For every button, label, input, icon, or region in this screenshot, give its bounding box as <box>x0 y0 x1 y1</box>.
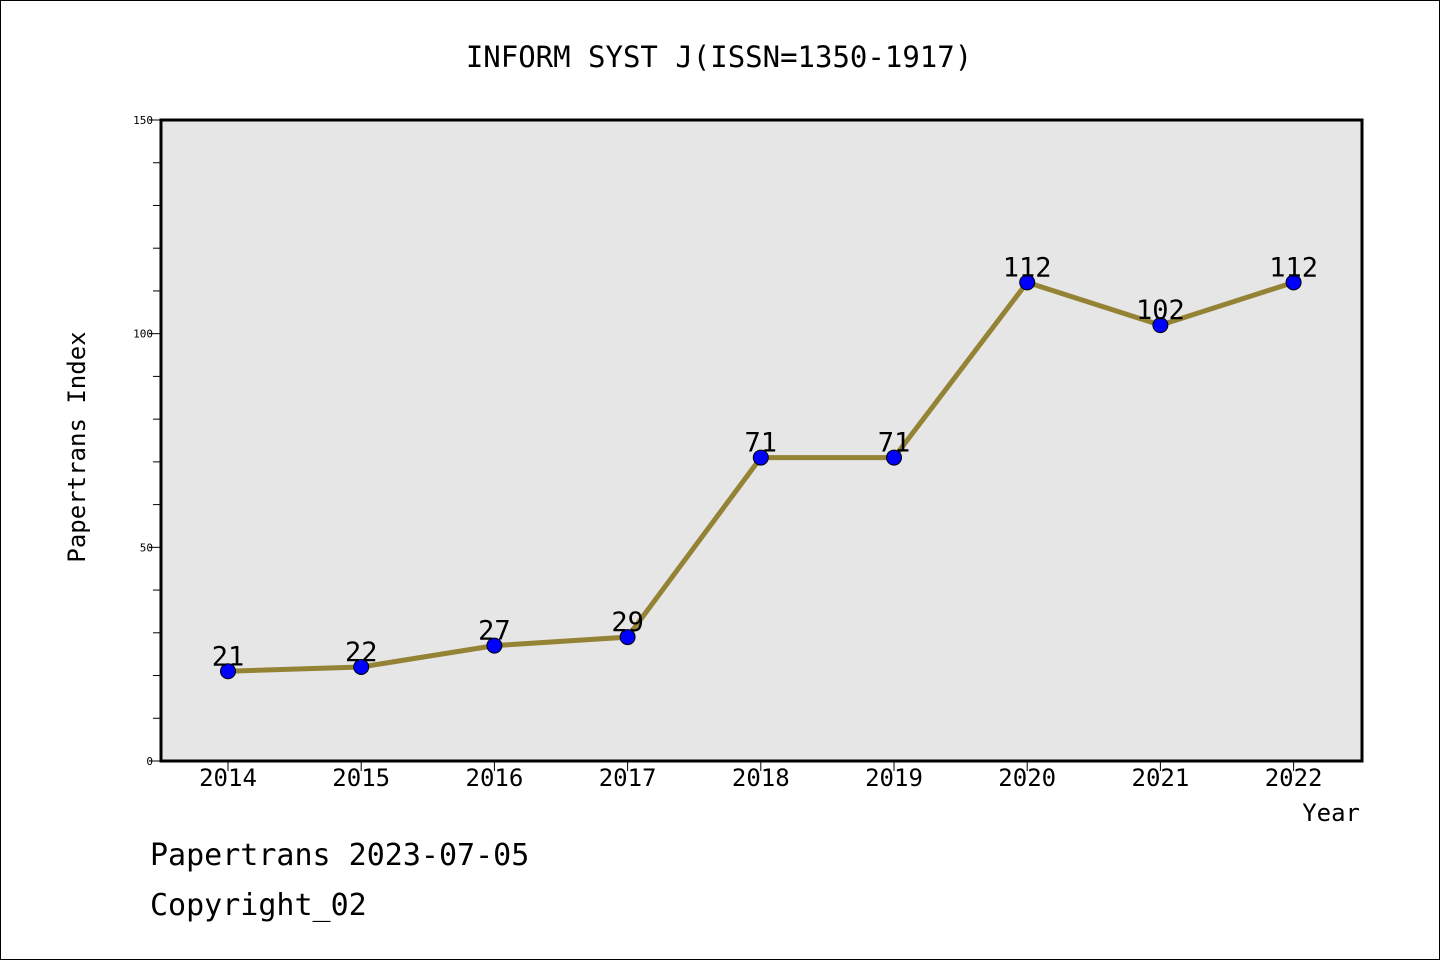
data-label: 27 <box>478 616 511 647</box>
data-point-marker <box>1152 317 1169 334</box>
footer-copyright: Copyright_02 <box>150 888 367 923</box>
series-group: 21 22 27 29 71 71 112 102 112 <box>212 252 1318 680</box>
y-axis-label: Papertrans Index <box>63 331 91 562</box>
y-tick-label: 0 <box>146 755 153 768</box>
data-label: 102 <box>1136 295 1185 326</box>
y-tick-label: 50 <box>140 541 153 554</box>
data-point-marker <box>1019 274 1036 291</box>
data-point-marker <box>619 629 636 646</box>
data-point-marker <box>1285 274 1302 291</box>
data-label: 112 <box>1003 252 1052 283</box>
data-label: 21 <box>212 641 245 672</box>
data-label: 112 <box>1269 252 1318 283</box>
footer-date: Papertrans 2023-07-05 <box>150 838 529 873</box>
data-point-marker <box>886 449 902 466</box>
x-axis-ticks: 2014 2015 2016 2017 2018 2019 2020 2021 2022 <box>199 761 1322 792</box>
x-tick-label: 2015 <box>332 764 390 792</box>
x-tick-label: 2018 <box>732 764 790 792</box>
x-tick-label: 2022 <box>1265 764 1323 792</box>
x-tick-label: 2019 <box>865 764 923 792</box>
plot-area <box>159 118 1364 763</box>
y-tick-label: 100 <box>133 328 153 341</box>
x-axis-label: Year <box>1302 799 1360 827</box>
data-point-marker <box>353 658 370 675</box>
x-tick-label: 2017 <box>599 764 657 792</box>
x-tick-label: 2016 <box>466 764 524 792</box>
x-tick-label: 2021 <box>1132 764 1190 792</box>
chart-title: INFORM SYST J(ISSN=1350-1917) <box>466 40 972 74</box>
data-point-marker <box>220 663 236 680</box>
data-point-marker <box>486 637 503 654</box>
data-label: 71 <box>745 428 778 459</box>
data-label: 71 <box>878 428 911 459</box>
x-tick-label: 2014 <box>199 764 257 792</box>
data-point-marker <box>752 449 769 466</box>
data-label: 29 <box>611 607 644 638</box>
data-label: 22 <box>345 637 378 668</box>
x-tick-label: 2020 <box>998 764 1056 792</box>
y-axis-ticks: 0 50 100 150 <box>133 114 161 768</box>
y-tick-label: 150 <box>133 114 153 127</box>
